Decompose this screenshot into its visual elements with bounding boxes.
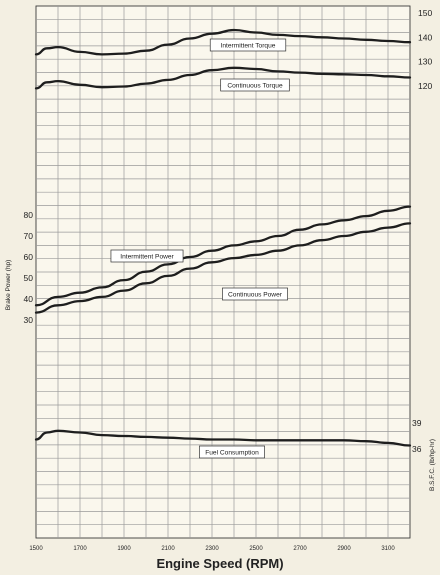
intermittent-torque-line [34,28,412,56]
x-tick-label: 2300 [205,546,219,552]
fuel-consumption-label: Fuel Consumption [205,449,259,456]
axis-ticks: 120 130 140 150 30 40 50 60 70 80 36 39 1500 1700 1900… [5,8,436,552]
x-tick-label: 2500 [249,546,263,552]
continuous-torque-line [34,66,412,90]
x-tick-label: 2700 [293,546,307,552]
power-tick-label: 50 [24,273,34,283]
fuel-consumption-line [34,429,412,447]
continuous-torque-label: Continuous Torque [227,82,283,89]
continuous-power-line [34,222,412,314]
continuous-power-label-box [222,287,288,301]
x-tick-label: 1700 [73,546,87,552]
x-tick-label: 1500 [29,546,43,552]
continuous-power-label: Continuous Power [228,291,283,298]
power-tick-label: 30 [24,315,34,325]
power-axis-label: Brake Power (hp) [5,260,12,311]
torque-tick-label: 120 [418,81,432,91]
x-tick-label: 1900 [117,546,131,552]
x-tick-label: 3100 [381,546,395,552]
intermittent-power-line [34,205,412,307]
power-tick-label: 80 [24,210,34,220]
power-tick-label: 70 [24,231,34,241]
intermittent-torque-label-box [209,38,287,52]
power-tick-label: 60 [24,252,34,262]
x-tick-label: 2100 [161,546,175,552]
x-axis-title: Engine Speed (RPM) [156,556,284,571]
torque-tick-label: 130 [418,57,432,67]
intermittent-power-label-box [110,249,184,263]
torque-tick-label: 140 [418,32,432,42]
power-tick-label: 40 [24,294,34,304]
bsfc-tick-label: 39 [412,418,422,428]
series-labels: Intermittent Torque Continuous Torque Inte… [110,38,290,459]
x-tick-label: 2900 [337,546,351,552]
bsfc-axis-label: B.S.F.C. (lb/hp-hr) [429,439,436,491]
chart-curves [34,28,412,447]
intermittent-power-label: Intermittent Power [120,253,174,260]
fuel-consumption-label-box [199,445,265,459]
continuous-torque-label-box [220,78,290,92]
torque-tick-label: 150 [418,8,432,18]
intermittent-torque-label: Intermittent Torque [221,42,276,49]
bsfc-tick-label: 36 [412,444,422,454]
